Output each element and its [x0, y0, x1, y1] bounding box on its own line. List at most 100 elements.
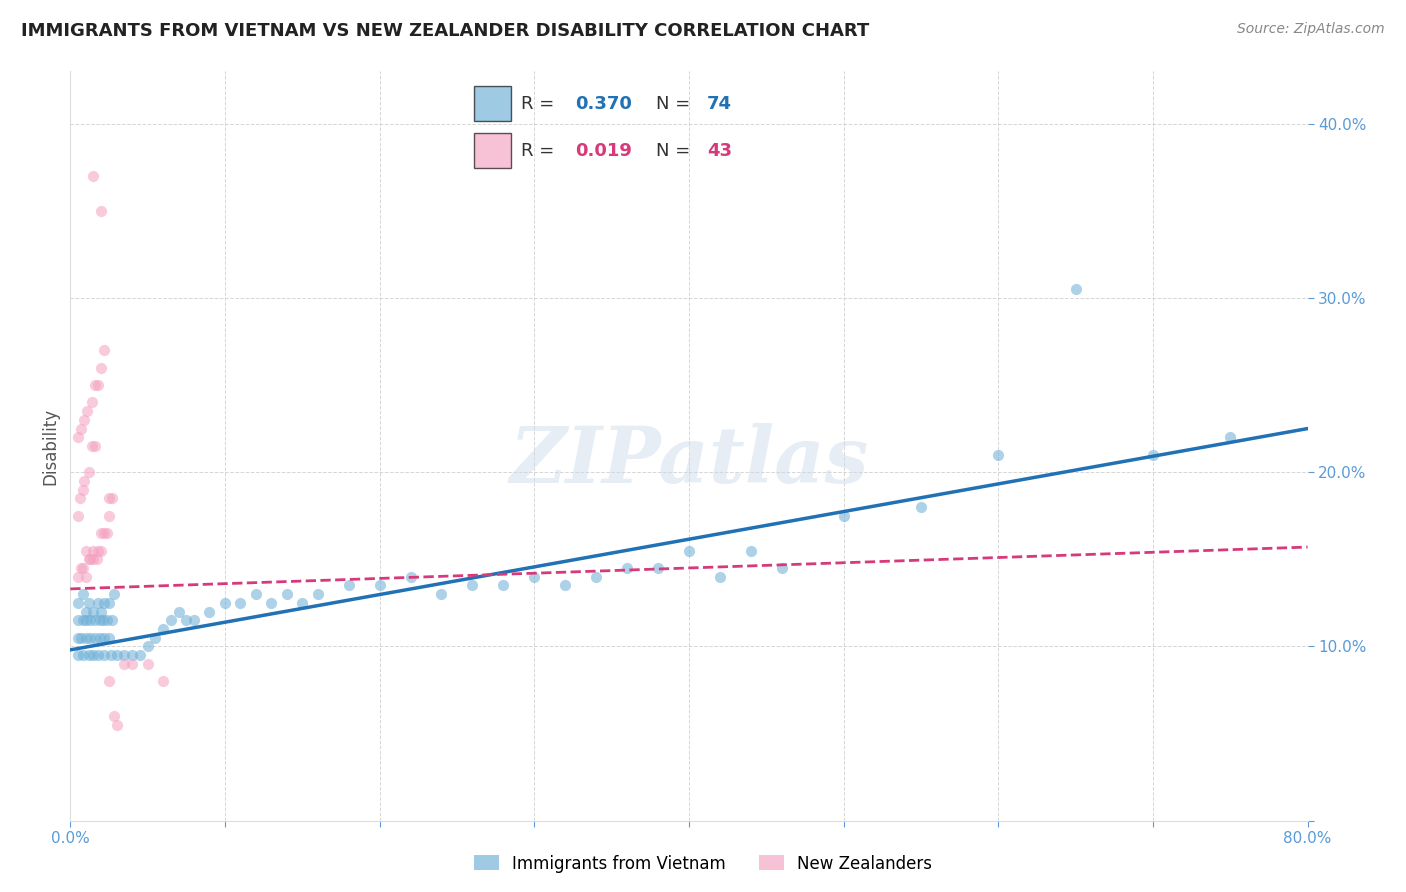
Point — [105, 648, 128, 662]
Point — [910, 500, 932, 514]
Point — [103, 709, 125, 723]
Point — [67, 613, 90, 627]
Point — [93, 596, 115, 610]
Text: N =: N = — [657, 142, 696, 160]
Point — [492, 578, 515, 592]
Point — [98, 508, 120, 523]
Text: 0.019: 0.019 — [575, 142, 633, 160]
Point — [678, 543, 700, 558]
Point — [368, 578, 391, 592]
Text: ZIPatlas: ZIPatlas — [509, 423, 869, 500]
Point — [73, 413, 96, 427]
Point — [98, 491, 120, 506]
Point — [276, 587, 298, 601]
Point — [72, 483, 94, 497]
Point — [1142, 448, 1164, 462]
FancyBboxPatch shape — [474, 133, 512, 168]
Point — [114, 657, 135, 671]
Point — [84, 378, 107, 392]
Point — [152, 674, 174, 689]
Point — [585, 570, 607, 584]
Point — [93, 526, 115, 541]
Point — [82, 552, 105, 566]
Point — [89, 613, 111, 627]
Point — [77, 465, 100, 479]
Point — [96, 613, 118, 627]
Point — [87, 378, 110, 392]
Point — [98, 631, 120, 645]
Point — [616, 561, 638, 575]
Point — [67, 631, 90, 645]
Point — [67, 508, 90, 523]
Point — [84, 613, 107, 627]
Point — [647, 561, 669, 575]
Point — [198, 605, 221, 619]
Point — [90, 203, 112, 218]
Point — [67, 430, 90, 444]
Point — [87, 648, 110, 662]
Text: Source: ZipAtlas.com: Source: ZipAtlas.com — [1237, 22, 1385, 37]
Point — [75, 570, 97, 584]
Point — [770, 561, 793, 575]
Point — [100, 648, 122, 662]
Point — [72, 561, 94, 575]
Point — [84, 439, 107, 453]
Point — [67, 570, 90, 584]
Point — [1219, 430, 1241, 444]
Point — [90, 360, 112, 375]
Point — [82, 605, 105, 619]
Legend: Immigrants from Vietnam, New Zealanders: Immigrants from Vietnam, New Zealanders — [467, 848, 939, 880]
Point — [987, 448, 1010, 462]
Point — [80, 439, 103, 453]
Text: 0.370: 0.370 — [575, 95, 633, 112]
Text: 74: 74 — [707, 95, 733, 112]
Point — [79, 613, 101, 627]
Point — [91, 613, 114, 627]
Point — [73, 474, 96, 488]
Point — [72, 648, 94, 662]
Text: IMMIGRANTS FROM VIETNAM VS NEW ZEALANDER DISABILITY CORRELATION CHART: IMMIGRANTS FROM VIETNAM VS NEW ZEALANDER… — [21, 22, 869, 40]
Point — [82, 543, 105, 558]
Point — [98, 596, 120, 610]
Point — [76, 404, 98, 418]
Point — [89, 631, 111, 645]
Text: 43: 43 — [707, 142, 733, 160]
Point — [260, 596, 283, 610]
Point — [70, 561, 93, 575]
Point — [307, 587, 329, 601]
Point — [96, 526, 118, 541]
Point — [84, 631, 107, 645]
Point — [709, 570, 731, 584]
Point — [72, 587, 94, 601]
Point — [183, 613, 205, 627]
Point — [77, 596, 100, 610]
Point — [121, 648, 143, 662]
Point — [105, 718, 128, 732]
Point — [214, 596, 236, 610]
Point — [87, 596, 110, 610]
Point — [70, 421, 93, 435]
Point — [69, 491, 91, 506]
Point — [399, 570, 422, 584]
Point — [1064, 282, 1087, 296]
Point — [554, 578, 576, 592]
Point — [75, 613, 97, 627]
Point — [80, 395, 103, 409]
Point — [430, 587, 453, 601]
Point — [79, 552, 101, 566]
Point — [114, 648, 135, 662]
Point — [136, 640, 159, 654]
Point — [90, 605, 112, 619]
Point — [174, 613, 197, 627]
Point — [70, 631, 93, 645]
Point — [87, 543, 110, 558]
Point — [167, 605, 190, 619]
FancyBboxPatch shape — [474, 87, 512, 121]
Point — [75, 543, 97, 558]
Point — [77, 648, 100, 662]
Point — [337, 578, 360, 592]
Text: N =: N = — [657, 95, 696, 112]
Point — [67, 596, 90, 610]
Point — [90, 526, 112, 541]
Text: R =: R = — [522, 142, 561, 160]
